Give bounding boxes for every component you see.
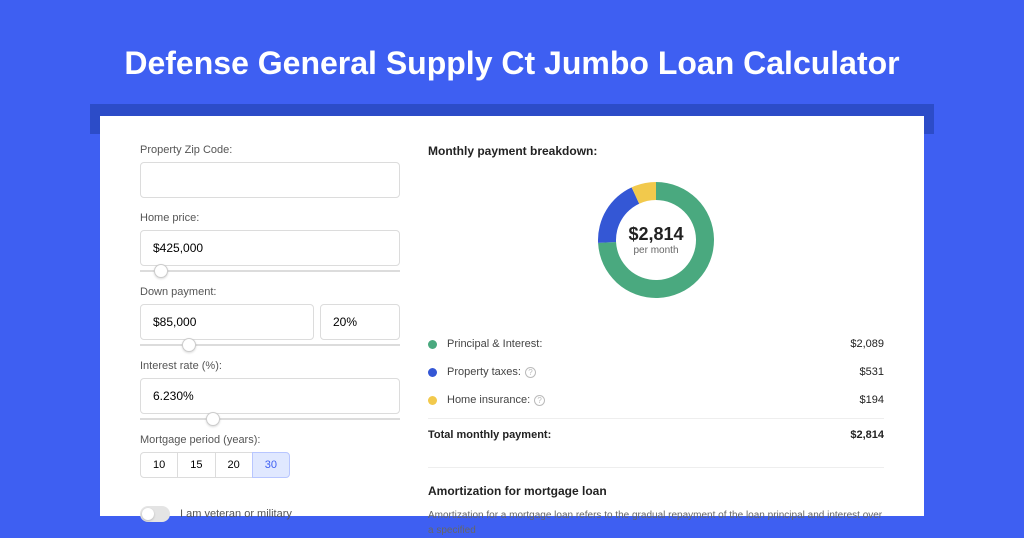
home-price-slider-thumb[interactable] xyxy=(154,264,168,278)
legend-dot xyxy=(428,368,437,377)
breakdown-column: Monthly payment breakdown: $2,814 per mo… xyxy=(428,144,884,496)
donut-center: $2,814 per month xyxy=(586,170,726,310)
home-price-field: Home price: xyxy=(140,212,400,272)
down-payment-pct-input[interactable] xyxy=(320,304,400,340)
mortgage-period-option-20[interactable]: 20 xyxy=(215,452,253,478)
interest-rate-field: Interest rate (%): xyxy=(140,360,400,420)
info-icon[interactable]: ? xyxy=(534,395,545,406)
donut-amount: $2,814 xyxy=(628,224,683,245)
breakdown-label: Home insurance: xyxy=(447,394,530,406)
breakdown-amount: $2,089 xyxy=(850,338,884,350)
form-column: Property Zip Code: Home price: Down paym… xyxy=(140,144,400,496)
breakdown-title: Monthly payment breakdown: xyxy=(428,144,884,158)
breakdown-row: Home insurance:? $194 xyxy=(428,386,884,414)
legend-dot xyxy=(428,340,437,349)
breakdown-label: Principal & Interest: xyxy=(447,338,542,350)
legend-dot xyxy=(428,396,437,405)
page-title: Defense General Supply Ct Jumbo Loan Cal… xyxy=(0,0,1024,104)
zip-label: Property Zip Code: xyxy=(140,144,400,156)
interest-rate-slider[interactable] xyxy=(140,418,400,420)
total-label: Total monthly payment: xyxy=(428,429,551,441)
breakdown-row: Principal & Interest: $2,089 xyxy=(428,330,884,358)
down-payment-label: Down payment: xyxy=(140,286,400,298)
amortization-body: Amortization for a mortgage loan refers … xyxy=(428,508,884,538)
mortgage-period-field: Mortgage period (years): 10152030 xyxy=(140,434,400,478)
total-amount: $2,814 xyxy=(850,429,884,441)
down-payment-amount-input[interactable] xyxy=(140,304,314,340)
veteran-label: I am veteran or military xyxy=(180,508,292,520)
total-row: Total monthly payment: $2,814 xyxy=(428,418,884,449)
veteran-row: I am veteran or military xyxy=(140,506,400,522)
mortgage-period-option-15[interactable]: 15 xyxy=(177,452,215,478)
donut-chart: $2,814 per month xyxy=(586,170,726,310)
mortgage-period-option-10[interactable]: 10 xyxy=(140,452,178,478)
down-payment-field: Down payment: xyxy=(140,286,400,346)
donut-wrap: $2,814 per month xyxy=(428,170,884,310)
breakdown-amount: $531 xyxy=(860,366,884,378)
mortgage-period-group: 10152030 xyxy=(140,452,400,478)
down-payment-slider-thumb[interactable] xyxy=(182,338,196,352)
info-icon[interactable]: ? xyxy=(525,367,536,378)
breakdown-row: Property taxes:? $531 xyxy=(428,358,884,386)
mortgage-period-option-30[interactable]: 30 xyxy=(252,452,290,478)
interest-rate-label: Interest rate (%): xyxy=(140,360,400,372)
home-price-slider[interactable] xyxy=(140,270,400,272)
donut-sub: per month xyxy=(633,245,678,256)
zip-input[interactable] xyxy=(140,162,400,198)
zip-field: Property Zip Code: xyxy=(140,144,400,198)
home-price-label: Home price: xyxy=(140,212,400,224)
home-price-input[interactable] xyxy=(140,230,400,266)
amortization-section: Amortization for mortgage loan Amortizat… xyxy=(428,467,884,538)
mortgage-period-label: Mortgage period (years): xyxy=(140,434,400,446)
amortization-title: Amortization for mortgage loan xyxy=(428,484,884,498)
interest-rate-input[interactable] xyxy=(140,378,400,414)
breakdown-amount: $194 xyxy=(860,394,884,406)
down-payment-slider[interactable] xyxy=(140,344,400,346)
interest-rate-slider-thumb[interactable] xyxy=(206,412,220,426)
calculator-card: Property Zip Code: Home price: Down paym… xyxy=(100,116,924,516)
breakdown-label: Property taxes: xyxy=(447,366,521,378)
veteran-toggle[interactable] xyxy=(140,506,170,522)
